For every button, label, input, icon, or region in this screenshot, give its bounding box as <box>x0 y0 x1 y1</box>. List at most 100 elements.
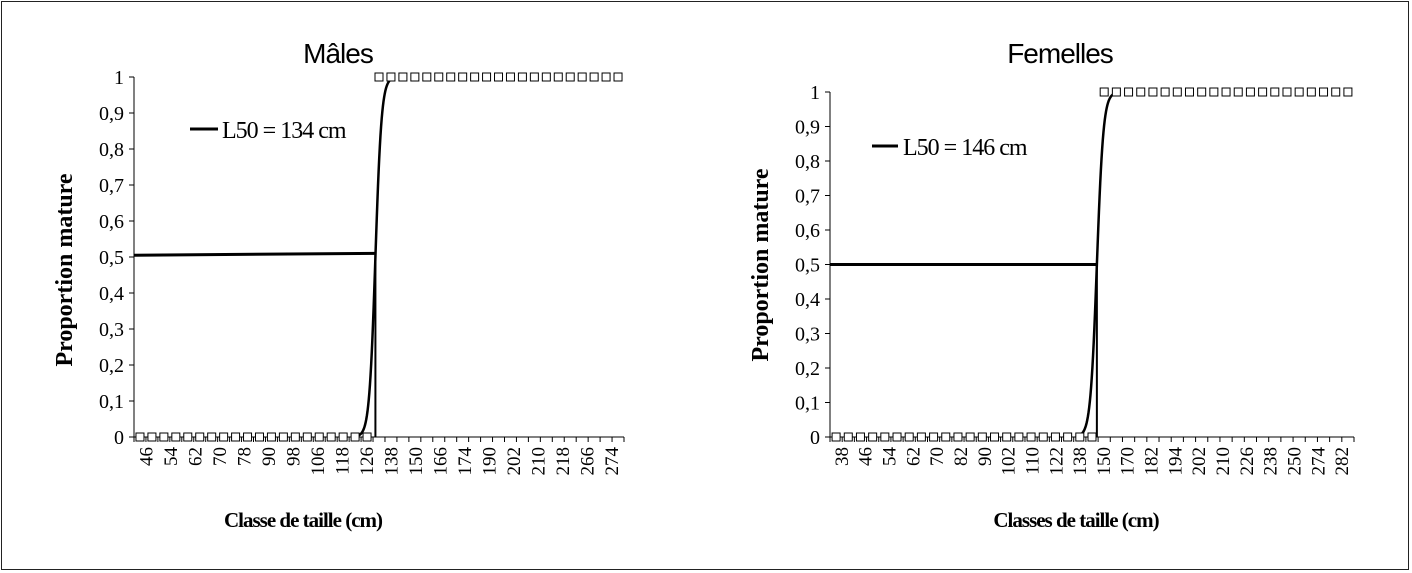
data-point <box>338 432 348 442</box>
data-point <box>350 432 360 442</box>
data-point <box>231 432 241 442</box>
chart-title: Femelles <box>1007 38 1113 69</box>
data-point <box>831 432 841 442</box>
x-axis-label: Classe de taille (cm) <box>224 508 383 532</box>
x-tick-label: 182 <box>1142 447 1163 476</box>
x-tick-label: 250 <box>1284 447 1305 476</box>
data-point <box>1050 432 1060 442</box>
x-tick-label: 282 <box>1332 447 1353 476</box>
data-point <box>1294 87 1304 97</box>
logistic-curve <box>353 78 392 438</box>
x-tick-label: 110 <box>1022 447 1043 475</box>
x-tick-label: 98 <box>283 447 304 466</box>
data-point <box>195 432 205 442</box>
data-point <box>1233 87 1243 97</box>
data-point <box>904 432 914 442</box>
x-tick-label: 106 <box>308 447 329 476</box>
legend-label: L50 = 146 cm <box>903 135 1028 161</box>
y-tick-label: 0,4 <box>99 283 124 305</box>
x-tick-label: 210 <box>1213 447 1234 476</box>
data-point <box>386 72 396 82</box>
y-tick-label: 0,9 <box>99 103 124 125</box>
data-point <box>1319 87 1329 97</box>
x-tick-label: 62 <box>903 447 924 466</box>
y-tick-label: 0,3 <box>99 319 124 341</box>
x-tick-label: 218 <box>553 447 574 476</box>
chart-1: Mâles 0 0,1 0,2 0,3 0,4 0,5 0,6 0,7 0,8 0,9 1 46 54 62… <box>52 38 625 532</box>
y-tick-label: 0,8 <box>99 139 124 161</box>
y-tick-label: 0,5 <box>99 247 124 269</box>
data-point <box>1209 87 1219 97</box>
y-tick-label: 0,2 <box>795 358 820 380</box>
data-point <box>326 432 336 442</box>
data-point <box>1172 87 1182 97</box>
y-axis-label: Proportion mature <box>748 168 774 361</box>
data-point <box>362 432 372 442</box>
y-tick-label: 0,2 <box>99 355 124 377</box>
x-tick-label: 150 <box>1094 447 1115 476</box>
data-point <box>171 432 181 442</box>
x-tick-label: 38 <box>832 447 853 466</box>
y-tick-label: 0,9 <box>795 117 820 139</box>
x-tick-label: 194 <box>1165 447 1186 476</box>
y-tick-label: 0,1 <box>99 391 124 413</box>
data-point <box>843 432 853 442</box>
data-point <box>565 72 575 82</box>
data-point <box>929 432 939 442</box>
x-tick-label: 78 <box>234 447 255 466</box>
data-point <box>1306 87 1316 97</box>
data-point <box>410 72 420 82</box>
data-point <box>541 72 551 82</box>
y-tick-label: 0,6 <box>795 220 820 242</box>
x-tick-label: 274 <box>1308 447 1329 476</box>
y-tick-label: 0 <box>114 427 124 449</box>
data-point <box>135 432 145 442</box>
data-point <box>290 432 300 442</box>
data-point <box>601 72 611 82</box>
y-tick-label: 0,6 <box>99 211 124 233</box>
data-point <box>880 432 890 442</box>
data-point <box>254 432 264 442</box>
x-tick-label: 170 <box>1118 447 1139 476</box>
x-axis-label: Classes de taille (cm) <box>993 508 1159 532</box>
data-point <box>1197 87 1207 97</box>
y-axis-label: Proportion mature <box>52 173 78 366</box>
data-point <box>855 432 865 442</box>
x-tick-label: 82 <box>951 447 972 466</box>
data-point <box>207 432 217 442</box>
y-tick-label: 0,7 <box>99 175 124 197</box>
x-tick-label: 166 <box>430 447 451 476</box>
x-tick-label: 126 <box>357 447 378 476</box>
data-point <box>1221 87 1231 97</box>
data-point <box>1270 87 1280 97</box>
data-point <box>398 72 408 82</box>
x-tick-label: 46 <box>856 447 877 466</box>
data-point <box>302 432 312 442</box>
x-tick-label: 122 <box>1046 447 1067 476</box>
y-tick-label: 0,1 <box>795 393 820 415</box>
x-tick-label: 118 <box>332 447 353 475</box>
x-tick-label: 90 <box>259 447 280 466</box>
x-tick-label: 266 <box>577 447 598 476</box>
data-point <box>1160 87 1170 97</box>
x-tick-label: 274 <box>602 447 623 476</box>
x-tick-label: 202 <box>504 447 525 476</box>
x-tick-label: 90 <box>975 447 996 466</box>
chart-title: Mâles <box>303 38 373 69</box>
legend-label: L50 = 134 cm <box>222 118 347 144</box>
x-tick-label: 62 <box>185 447 206 466</box>
x-tick-label: 238 <box>1261 447 1282 476</box>
data-point <box>990 432 1000 442</box>
data-point <box>1124 87 1134 97</box>
data-point <box>482 72 492 82</box>
data-point <box>494 72 504 82</box>
x-tick-label: 70 <box>927 447 948 466</box>
data-point <box>1282 87 1292 97</box>
data-point <box>147 432 157 442</box>
data-point <box>1075 432 1085 442</box>
x-tick-label: 174 <box>455 447 476 476</box>
y-tick-label: 0,7 <box>795 186 820 208</box>
data-point <box>1026 432 1036 442</box>
data-point <box>1184 87 1194 97</box>
data-point <box>577 72 587 82</box>
